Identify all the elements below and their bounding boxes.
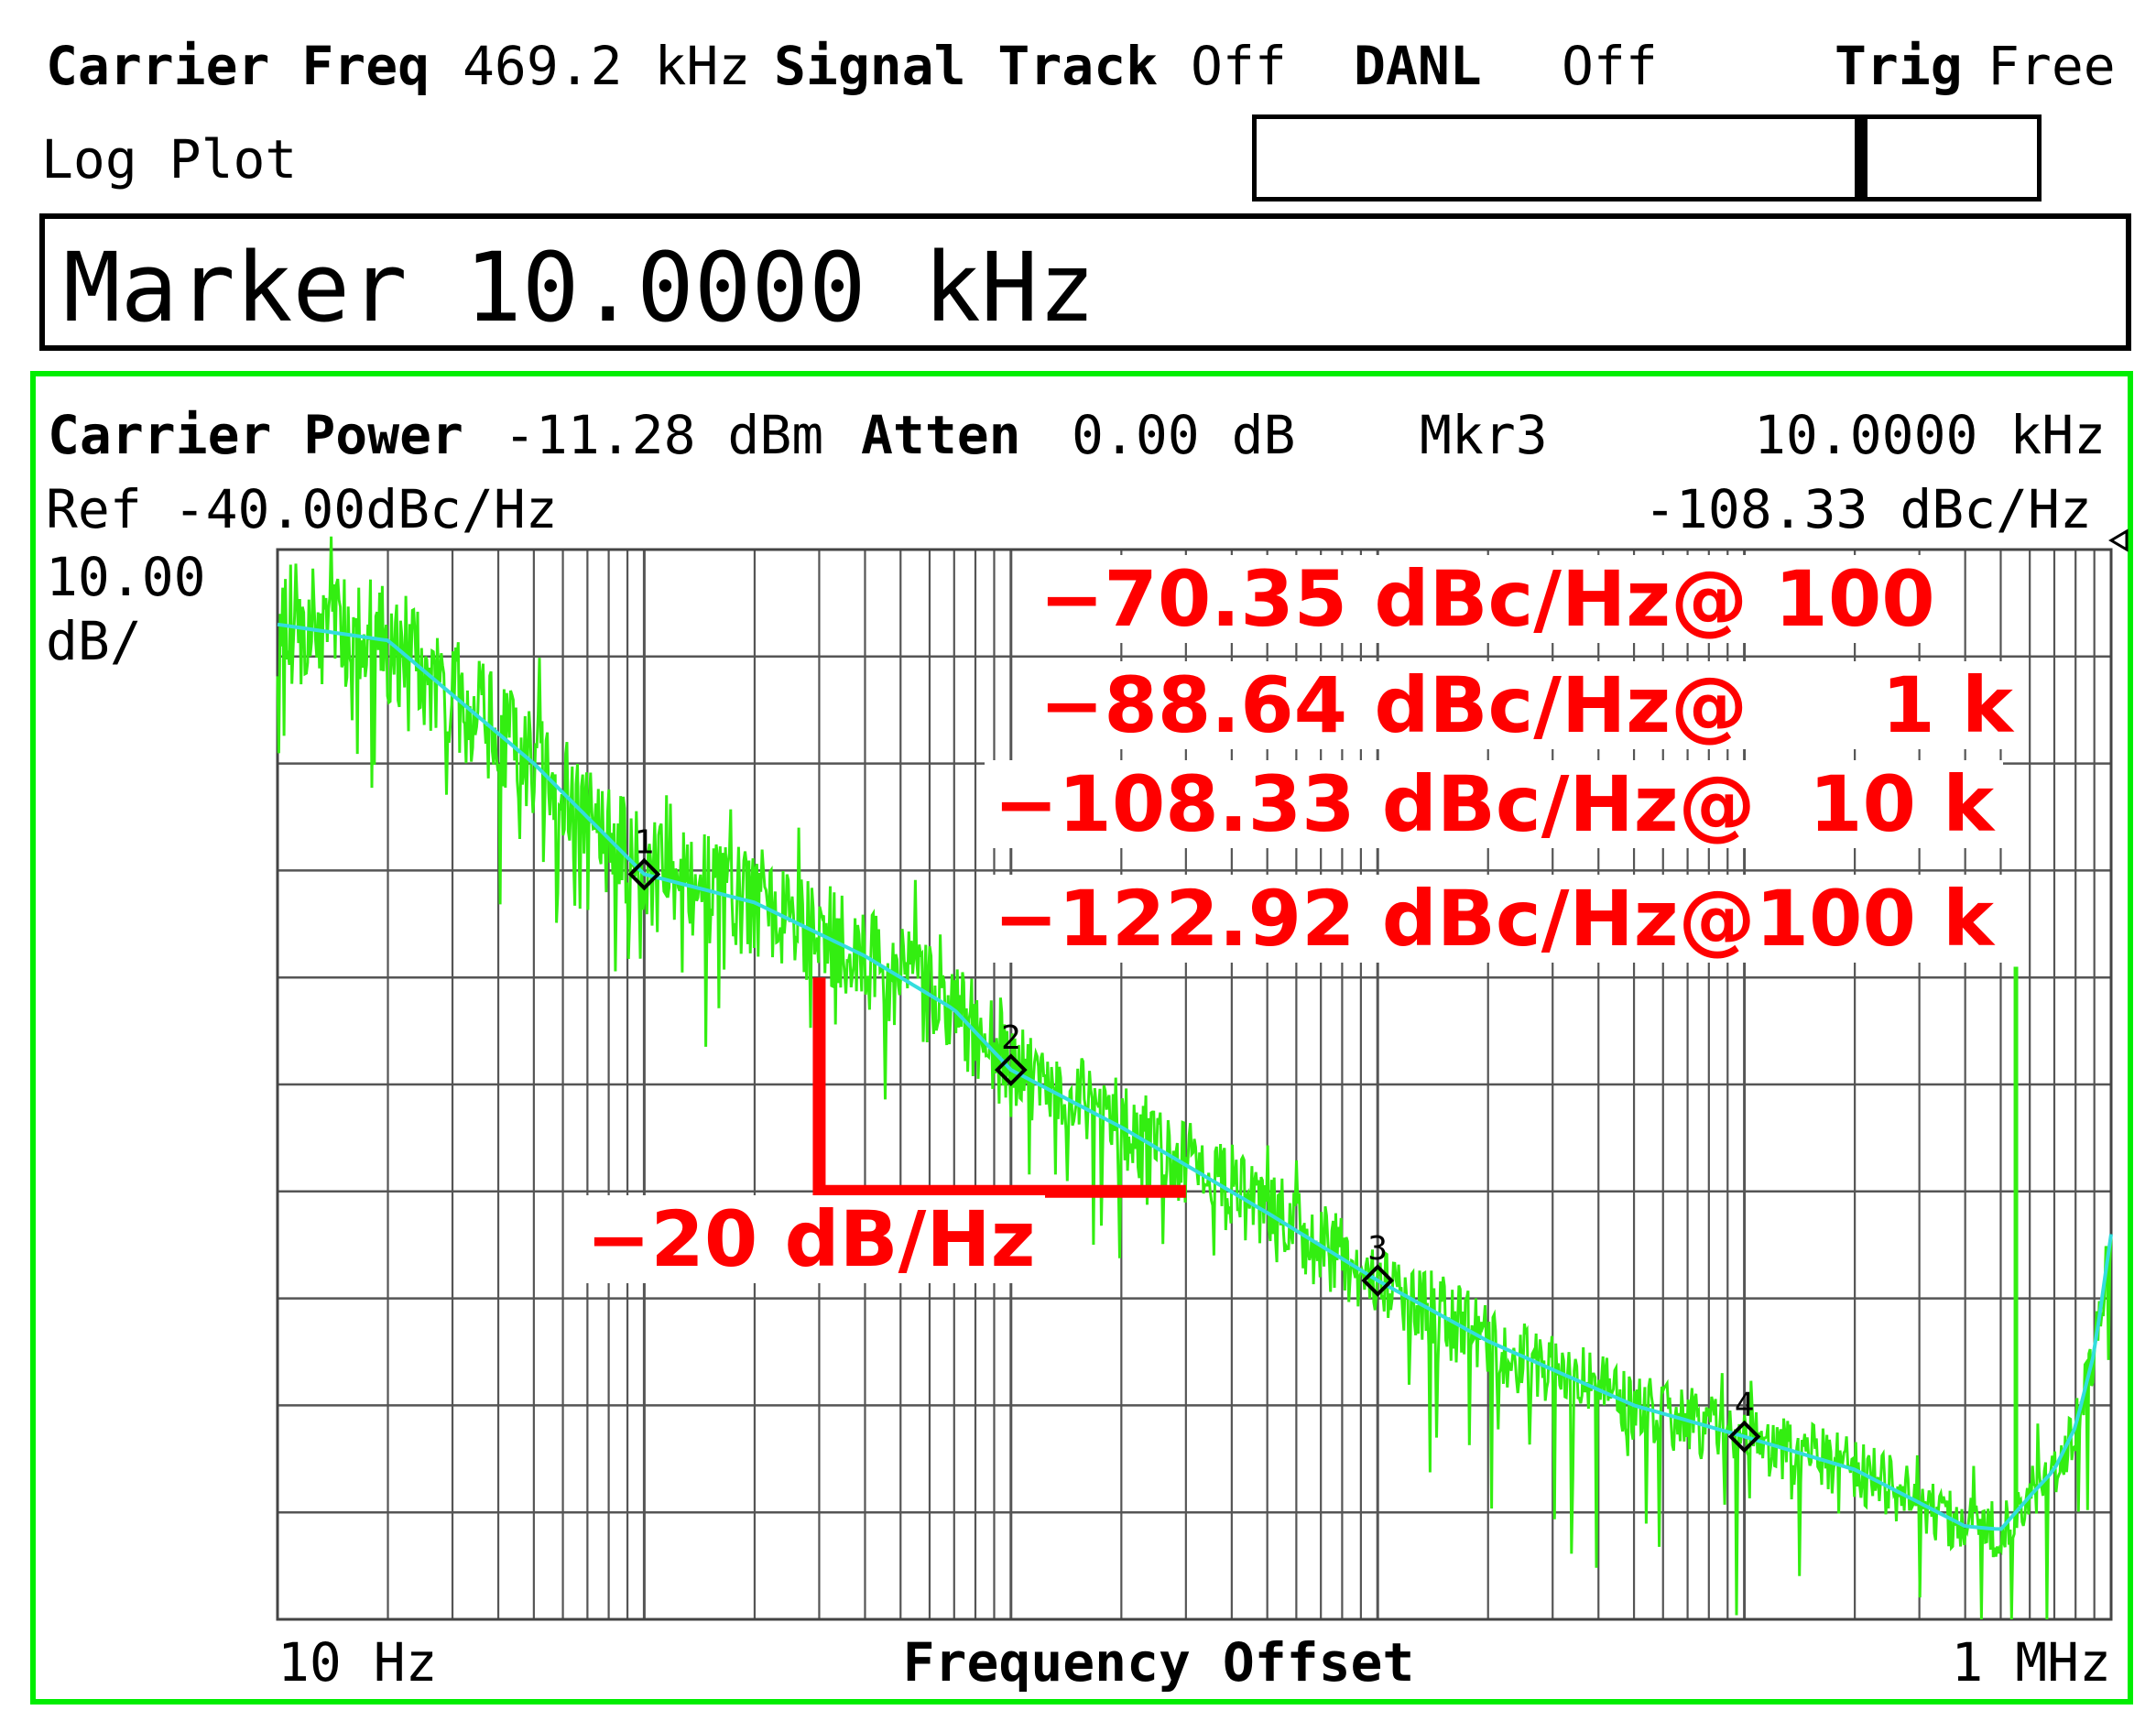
marker-diamond [1727, 1420, 1761, 1454]
annotation-1k: −88.64 dBc/Hz@ 1 k [1030, 661, 2022, 749]
x-axis-label: Frequency Offset [903, 1631, 1415, 1694]
marker-number: 4 [1735, 1387, 1755, 1424]
raw-trace [276, 536, 2113, 1620]
mkr-label: Mkr3 [1420, 404, 1548, 466]
marker-text: Marker 10.0000 kHz [63, 232, 1096, 343]
marker-number: 3 [1367, 1230, 1388, 1268]
marker-number: 1 [635, 823, 655, 861]
marker-diamond [994, 1053, 1028, 1086]
mode-label: Log Plot [41, 128, 298, 191]
plot-area-border [276, 548, 2113, 1621]
slope-annotation: −20 dB/Hz [577, 1195, 1045, 1283]
trig-label: Trig [1835, 35, 1963, 97]
markers: 1 2 3 4 [627, 823, 1761, 1454]
ref-level-arrow [2108, 528, 2129, 552]
signal-track-value: Off [1191, 35, 1287, 97]
smoothed-trace [277, 622, 2113, 1531]
traces [276, 536, 2113, 1620]
marker-diamond [1361, 1264, 1395, 1297]
marker-number: 2 [1001, 1019, 1021, 1057]
ref-label: Ref -40.00dBc/Hz [46, 478, 558, 540]
signal-track-label: Signal Track [774, 35, 1159, 97]
marker-box: Marker 10.0000 kHz [39, 213, 2131, 351]
scale-unit: dB/ [46, 610, 142, 672]
marker-diamond [627, 857, 661, 891]
atten-label: Atten [861, 404, 1021, 466]
annotation-100k: −122.92 dBc/Hz@100 k [985, 875, 2004, 963]
annotation-10k: −108.33 dBc/Hz@ 10 k [985, 760, 2004, 848]
annotation-100: −70.35 dBc/Hz@ 100 [1030, 555, 1944, 643]
atten-value: 0.00 dB [1072, 404, 1296, 466]
carrier-freq-label: Carrier Freq [46, 35, 430, 97]
carrier-power-label: Carrier Power [48, 404, 463, 466]
danl-value: Off [1562, 35, 1658, 97]
danl-label: DANL [1354, 35, 1482, 97]
x-tick-label: 10 Hz [278, 1631, 438, 1694]
slope-indicator [812, 977, 1186, 1198]
mkr-value: -108.33 dBc/Hz [1644, 478, 2092, 540]
status-bar-divider [1855, 119, 1867, 197]
x-tick-label: 1 MHz [1951, 1631, 2111, 1694]
status-bar [1252, 114, 2042, 202]
mkr-freq: 10.0000 kHz [1754, 404, 2107, 466]
carrier-freq-value: 469.2 kHz [463, 35, 751, 97]
slope-bracket [812, 977, 1186, 1198]
trig-value: Free [1987, 35, 2116, 97]
plot-panel [30, 371, 2133, 1705]
carrier-power-value: -11.28 dBm [504, 404, 824, 466]
scale-value: 10.00 [46, 546, 206, 608]
